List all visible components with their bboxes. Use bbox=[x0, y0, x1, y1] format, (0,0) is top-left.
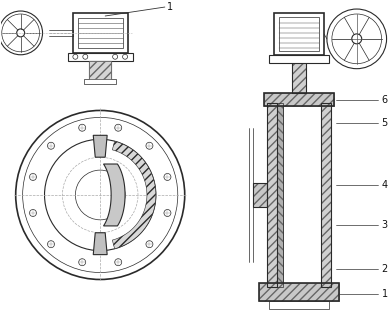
Bar bbox=[253, 183, 267, 207]
Bar bbox=[274, 13, 324, 55]
Bar bbox=[269, 301, 329, 309]
Text: 4: 4 bbox=[382, 180, 388, 190]
Bar bbox=[264, 93, 334, 106]
Bar bbox=[264, 93, 334, 106]
Bar bbox=[267, 104, 277, 287]
Bar bbox=[259, 284, 339, 301]
Circle shape bbox=[17, 29, 25, 37]
Text: 1: 1 bbox=[382, 290, 388, 300]
Bar bbox=[288, 48, 310, 58]
Circle shape bbox=[352, 34, 362, 44]
Polygon shape bbox=[103, 164, 125, 226]
Bar bbox=[68, 53, 133, 61]
Bar bbox=[277, 104, 283, 287]
Text: 1: 1 bbox=[167, 2, 173, 12]
Text: 6: 6 bbox=[382, 95, 388, 105]
Text: 3: 3 bbox=[382, 220, 388, 230]
Bar bbox=[288, 48, 310, 58]
Bar bbox=[321, 104, 331, 287]
Text: 5: 5 bbox=[382, 118, 388, 128]
Polygon shape bbox=[112, 141, 156, 249]
Bar bbox=[84, 79, 116, 84]
Bar bbox=[277, 104, 283, 287]
Text: 2: 2 bbox=[382, 264, 388, 274]
Bar bbox=[74, 13, 128, 53]
Polygon shape bbox=[93, 233, 107, 255]
Bar bbox=[321, 104, 331, 287]
Bar bbox=[89, 61, 111, 79]
Bar bbox=[259, 284, 339, 301]
Bar bbox=[89, 61, 111, 79]
Bar bbox=[253, 183, 267, 207]
Bar bbox=[283, 104, 321, 287]
Bar bbox=[279, 17, 319, 51]
Bar bbox=[78, 18, 123, 48]
Bar bbox=[267, 104, 277, 287]
Bar bbox=[292, 58, 306, 93]
Bar bbox=[269, 55, 329, 63]
Bar bbox=[292, 58, 306, 93]
Polygon shape bbox=[93, 135, 107, 157]
